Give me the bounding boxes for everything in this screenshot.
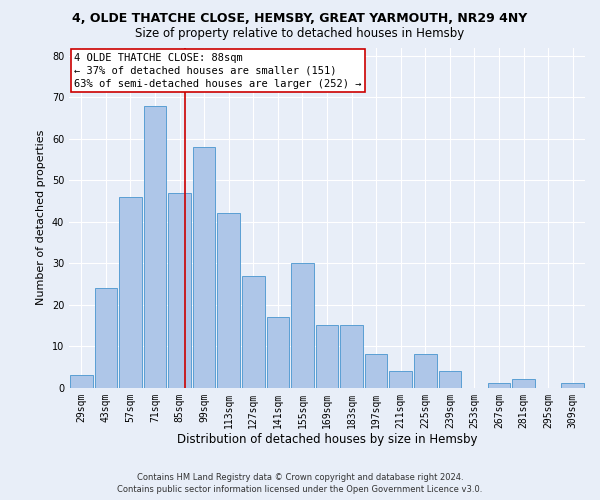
Bar — [266, 317, 289, 388]
Bar — [242, 276, 265, 388]
Bar — [143, 106, 166, 388]
Bar — [291, 263, 314, 388]
Y-axis label: Number of detached properties: Number of detached properties — [36, 130, 46, 305]
Bar — [488, 384, 511, 388]
Bar — [193, 147, 215, 388]
Bar — [119, 197, 142, 388]
Text: Contains HM Land Registry data © Crown copyright and database right 2024.
Contai: Contains HM Land Registry data © Crown c… — [118, 472, 482, 494]
X-axis label: Distribution of detached houses by size in Hemsby: Distribution of detached houses by size … — [177, 433, 477, 446]
Bar — [512, 379, 535, 388]
Text: 4 OLDE THATCHE CLOSE: 88sqm
← 37% of detached houses are smaller (151)
63% of se: 4 OLDE THATCHE CLOSE: 88sqm ← 37% of det… — [74, 52, 362, 89]
Text: Size of property relative to detached houses in Hemsby: Size of property relative to detached ho… — [136, 28, 464, 40]
Bar — [365, 354, 388, 388]
Bar — [316, 326, 338, 388]
Bar — [562, 384, 584, 388]
Text: 4, OLDE THATCHE CLOSE, HEMSBY, GREAT YARMOUTH, NR29 4NY: 4, OLDE THATCHE CLOSE, HEMSBY, GREAT YAR… — [73, 12, 527, 26]
Bar — [414, 354, 437, 388]
Bar — [340, 326, 363, 388]
Bar — [70, 375, 92, 388]
Bar — [95, 288, 117, 388]
Bar — [168, 192, 191, 388]
Bar — [439, 371, 461, 388]
Bar — [217, 214, 240, 388]
Bar — [389, 371, 412, 388]
